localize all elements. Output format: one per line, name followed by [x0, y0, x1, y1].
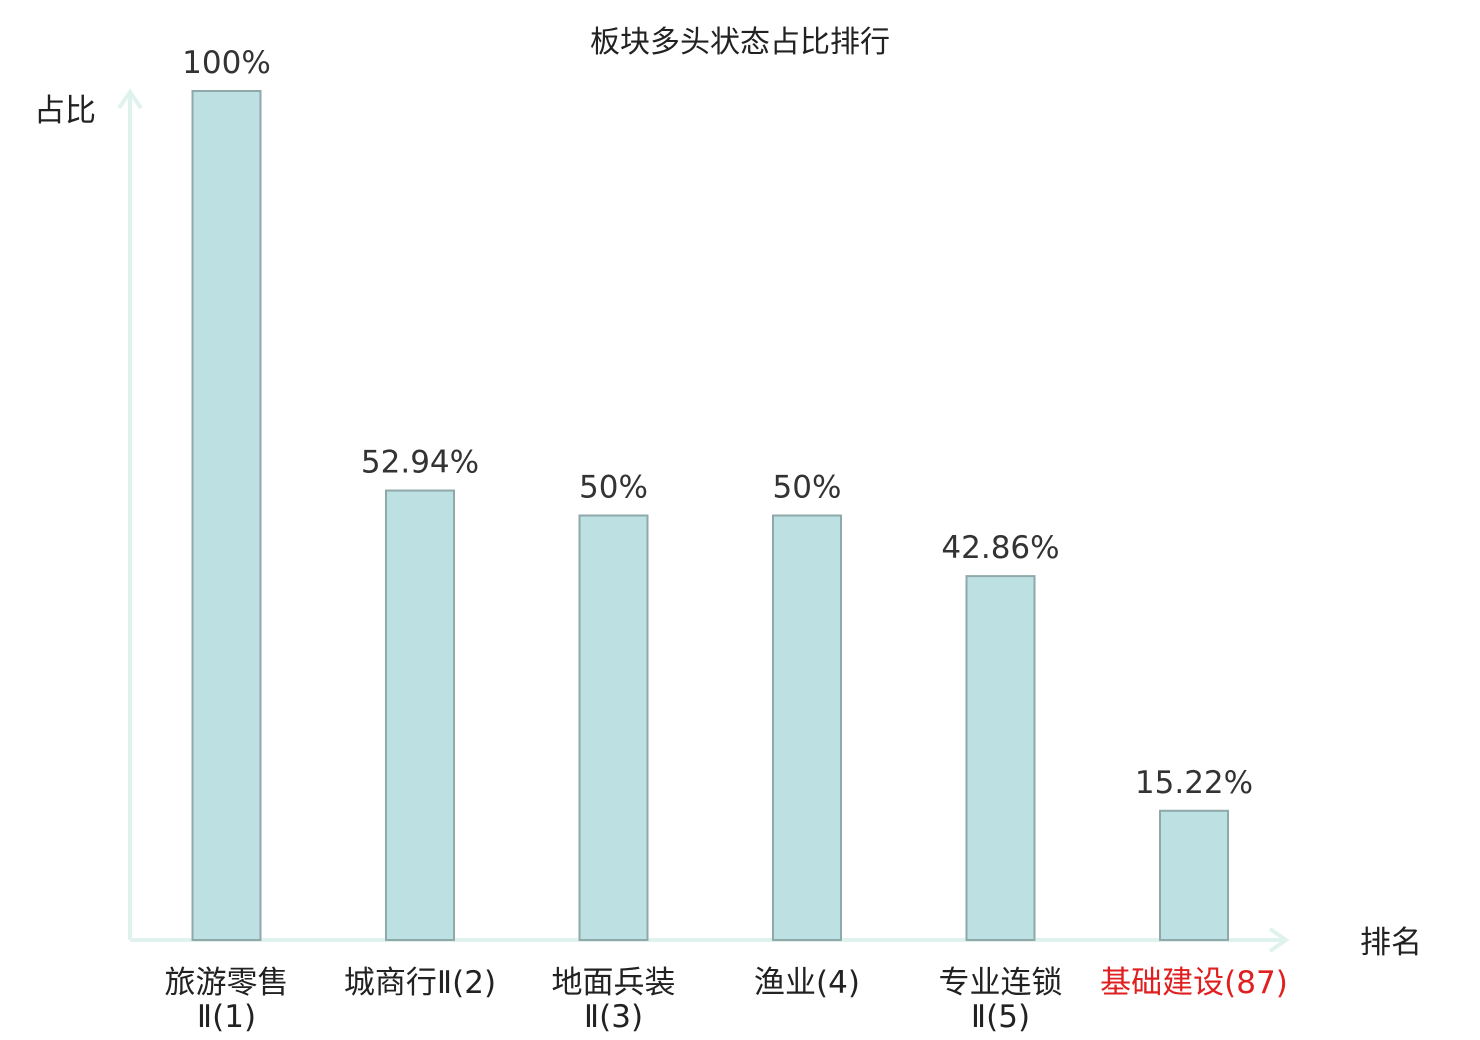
category-label-5-line-2: Ⅱ(5)	[971, 999, 1030, 1035]
value-label-5: 42.86%	[941, 530, 1059, 566]
bar-6	[1159, 809, 1229, 942]
category-label-3-line-1: 地面兵装	[552, 965, 676, 1001]
y-axis-label: 占比	[34, 93, 96, 129]
x-axis-label: 排名	[1360, 925, 1422, 961]
category-label-4: 渔业(4)	[754, 965, 860, 1001]
bar-1	[191, 90, 262, 941]
x-axis-arrow	[1268, 927, 1290, 953]
category-label-2: 城商行Ⅱ(2)	[344, 965, 496, 1001]
bars	[191, 90, 1229, 942]
value-label-3: 50%	[579, 470, 648, 506]
value-label-4: 50%	[773, 470, 842, 506]
category-label-5-line-1: 专业连锁	[939, 965, 1063, 1001]
chart-title: 板块多头状态占比排行	[590, 25, 890, 60]
bar-2	[385, 489, 455, 941]
bar-3	[578, 514, 649, 941]
value-label-1: 100%	[182, 45, 271, 81]
value-label-6: 15.22%	[1135, 765, 1253, 801]
category-label-6: 基础建设(87)	[1100, 965, 1288, 1001]
category-label-3-line-2: Ⅱ(3)	[584, 999, 643, 1035]
category-label-1-line-1: 旅游零售	[165, 965, 289, 1001]
y-axis-arrow	[117, 88, 143, 110]
bar-5	[965, 575, 1036, 941]
bar-4	[772, 514, 842, 941]
axes	[117, 88, 1290, 953]
value-labels: 100% 52.94% 50% 50% 42.86% 15.22%	[182, 45, 1253, 801]
category-label-1-line-2: Ⅱ(1)	[197, 999, 256, 1035]
value-label-2: 52.94%	[361, 445, 479, 481]
